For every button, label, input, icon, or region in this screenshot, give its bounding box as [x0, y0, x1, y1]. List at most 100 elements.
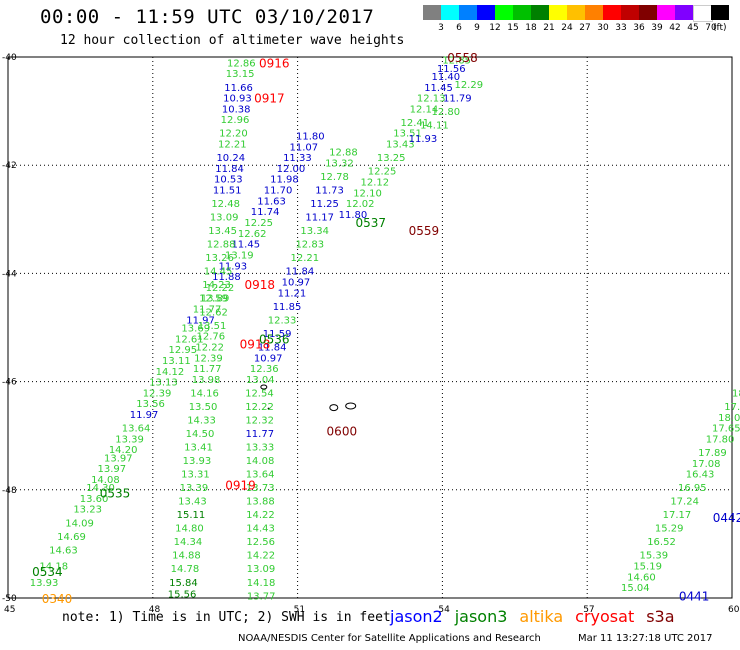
color-swatch-label: 33	[615, 23, 627, 33]
swh-value: 13.51	[198, 321, 227, 332]
swh-value: 13.34	[300, 226, 329, 237]
swh-value: 15.04	[621, 583, 650, 594]
swh-value: 15.19	[633, 562, 662, 573]
swh-value: 13.64	[122, 424, 151, 435]
legend-jason2: jason2	[390, 607, 443, 626]
color-swatch	[423, 5, 441, 20]
swh-value: 12.02	[346, 199, 375, 210]
swh-value: 15.56	[168, 590, 197, 601]
swh-value: 14.43	[246, 524, 275, 535]
swh-value: 14.12	[156, 367, 185, 378]
swh-value: 17.08	[692, 459, 721, 470]
swh-value: 13.73	[246, 483, 275, 494]
legend-s3a: s3a	[646, 607, 675, 626]
swh-value: 11.66	[224, 83, 253, 94]
swh-value: 17.66	[724, 402, 740, 413]
color-swatch	[531, 5, 549, 20]
swh-value: 14.22	[247, 551, 276, 562]
swh-value: 14.78	[171, 564, 200, 575]
color-swatch-label: 36	[633, 23, 645, 33]
swh-value: 14.45	[204, 267, 233, 278]
swh-value: 12.20	[219, 129, 248, 140]
color-swatch-label: 15	[507, 23, 519, 33]
longitude-label: 57	[583, 605, 594, 615]
swh-value: 11.80	[339, 210, 368, 221]
swh-value: 11.77	[193, 305, 222, 316]
satellite-legend: jason2 jason3 altika cryosat s3a	[390, 607, 687, 626]
swh-value: 13.19	[225, 250, 254, 261]
swh-value: 11.97	[130, 410, 159, 421]
swh-value: 12.78	[320, 172, 349, 183]
swh-value: 11.59	[263, 329, 292, 340]
swh-value: 11.17	[305, 213, 334, 224]
swh-value: 12.61	[175, 334, 204, 345]
swh-value: 11.70	[264, 186, 293, 197]
swh-value: 12.62	[199, 307, 228, 318]
swh-value: 12.21	[218, 140, 247, 151]
color-swatch	[639, 5, 657, 20]
swh-value: 13.77	[247, 591, 276, 602]
island-outline	[260, 384, 268, 390]
swh-value: 17.24	[670, 497, 699, 508]
color-swatch	[567, 5, 585, 20]
swh-value: 12.29	[454, 80, 483, 91]
longitude-label: 60	[728, 605, 740, 615]
swh-value: 11.79	[443, 94, 472, 105]
legend-altika: altika	[519, 607, 564, 626]
swh-value: 14.22	[246, 510, 275, 521]
swh-value: 10.93	[223, 94, 252, 105]
swh-value: 12.83	[295, 240, 324, 251]
color-swatch	[459, 5, 477, 20]
color-swatch	[585, 5, 603, 20]
swh-value: 12.25	[244, 218, 273, 229]
swh-value: 14.80	[175, 524, 204, 535]
swh-value: 12.36	[250, 364, 279, 375]
swh-value: 14.23	[202, 280, 231, 291]
longitude-label: 51	[294, 605, 305, 615]
swh-value: 13.69	[181, 324, 210, 335]
swh-value: 14.08	[246, 456, 275, 467]
swh-value: 16.95	[678, 483, 707, 494]
swh-value: 13.97	[98, 464, 127, 475]
swh-value: 13.88	[246, 497, 275, 508]
color-swatch	[603, 5, 621, 20]
swh-value: 17.17	[663, 510, 692, 521]
latitude-label: -42	[2, 161, 17, 171]
swh-value: 13.39	[115, 434, 144, 445]
swh-value: 10.24	[216, 153, 245, 164]
swh-value: 13.26	[205, 253, 234, 264]
swh-value: 12.80	[432, 107, 461, 118]
swh-value: 11.45	[231, 240, 260, 251]
swh-value: 14.08	[91, 475, 120, 486]
swh-value: 13.93	[183, 456, 212, 467]
island-outline	[267, 407, 270, 410]
swh-value: 13.98	[192, 375, 221, 386]
map-subtitle: 12 hour collection of altimeter wave hei…	[60, 33, 405, 48]
swh-value: 16.43	[686, 470, 715, 481]
swh-value: 12.22	[245, 402, 274, 413]
swh-value: 13.43	[386, 140, 415, 151]
swh-value: 12.62	[238, 229, 267, 240]
swh-value: 12.39	[194, 353, 223, 364]
swh-value: 13.43	[178, 497, 207, 508]
swh-value: 14.16	[190, 388, 219, 399]
color-swatch-label: 3	[438, 23, 444, 33]
map-frame	[7, 56, 733, 599]
legend-jason3: jason3	[454, 607, 508, 626]
swh-value: 14.63	[49, 545, 78, 556]
color-swatch	[657, 5, 675, 20]
swh-value: 11.25	[310, 199, 339, 210]
swh-value: 11.77	[193, 364, 222, 375]
swh-value: 13.45	[208, 226, 237, 237]
swh-value: 11.21	[278, 288, 307, 299]
swh-value: 11.07	[290, 142, 319, 153]
swh-value: 12.41	[401, 118, 430, 129]
swh-value: 10.97	[254, 353, 283, 364]
swh-value: 12.33	[268, 315, 297, 326]
pass-time-label: 0558	[447, 51, 478, 65]
swh-value: 12.96	[221, 115, 250, 126]
swh-value: 11.74	[251, 207, 280, 218]
pass-time-label: 0919	[225, 478, 256, 492]
color-swatch-label: 39	[651, 23, 663, 33]
swh-value: 14.30	[86, 483, 115, 494]
